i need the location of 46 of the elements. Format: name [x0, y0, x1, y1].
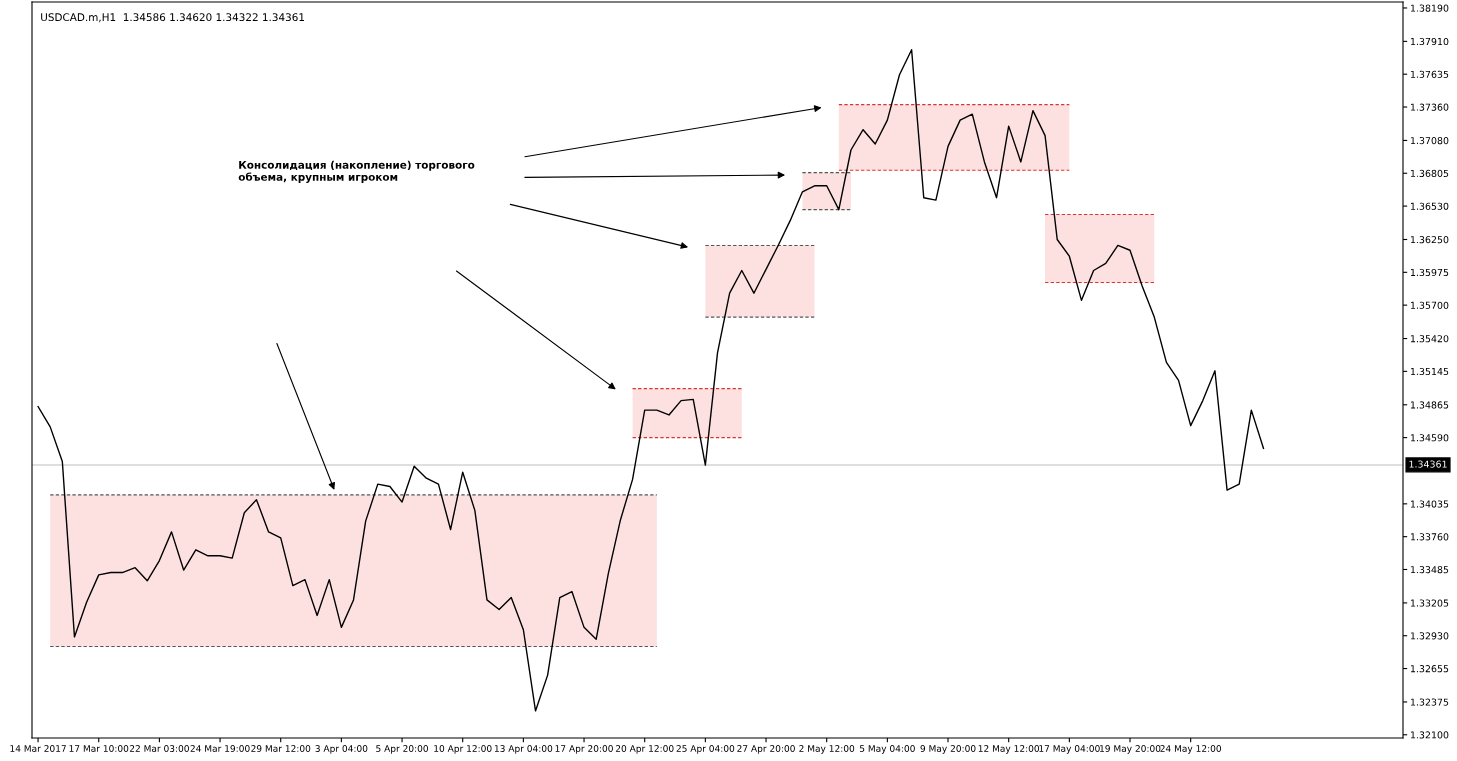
y-tick-label: 1.35420: [1410, 335, 1449, 343]
y-tick-label: 1.32100: [1410, 731, 1449, 739]
x-tick-label: 17 Mar 10:00: [69, 745, 129, 752]
x-tick-label: 17 May 04:00: [1039, 745, 1100, 754]
y-tick-label: 1.33205: [1410, 599, 1449, 607]
x-tick-label: 19 May 20:00: [1100, 745, 1161, 754]
x-tick-label: 24 May 12:00: [1160, 745, 1222, 754]
x-tick-label: 14 Mar 2017: [10, 745, 66, 752]
y-tick-label: 1.33485: [1410, 566, 1449, 574]
x-tick-label: 25 Apr 04:00: [676, 745, 735, 754]
y-tick-label: 1.32655: [1410, 665, 1449, 673]
y-tick-label: 1.33760: [1410, 533, 1449, 541]
text: USDCAD.m,H1 1.34586 1.34620 1.34322 1.34361: [41, 13, 305, 23]
ref-line-label: 1.34361: [1409, 460, 1447, 468]
x-tick-label: 5 May 04:00: [859, 745, 915, 754]
x-tick-label: 24 Mar 19:00: [190, 745, 250, 752]
x-tick-label: 9 May 20:00: [920, 745, 976, 754]
y-tick-label: 1.37635: [1410, 70, 1449, 78]
x-tick-label: 29 Mar 12:00: [251, 745, 311, 752]
y-tick-label: 1.37360: [1410, 103, 1449, 111]
x-tick-label: 17 Apr 20:00: [555, 745, 613, 754]
y-tick-label: 1.35700: [1410, 301, 1449, 309]
x-tick-label: 27 Apr 20:00: [737, 745, 795, 754]
x-tick-label: 10 Apr 12:00: [434, 745, 492, 754]
y-tick-label: 1.32930: [1410, 632, 1449, 640]
x-tick-label: 3 Apr 04:00: [315, 745, 368, 754]
y-tick-label: 1.37080: [1410, 137, 1449, 145]
x-tick-label: 2 May 12:00: [799, 745, 855, 754]
line-series: [37, 49, 1265, 712]
y-tick-label: 1.36250: [1410, 236, 1449, 244]
x-tick-label: 12 May 12:00: [978, 745, 1040, 754]
y-tick-label: 1.35975: [1410, 268, 1449, 277]
y-tick-label: 1.34590: [1410, 434, 1449, 442]
y-tick-label: 1.36530: [1410, 202, 1449, 210]
y-tick-label: 1.32375: [1410, 698, 1449, 706]
y-tick-label: 1.34865: [1410, 401, 1449, 409]
x-tick-label: 5 Apr 20:00: [376, 745, 429, 754]
y-tick-label: 1.38190: [1410, 4, 1449, 12]
x-tick-label: 13 Apr 04:00: [494, 745, 553, 754]
x-tick-label: 22 Mar 03:00: [129, 745, 189, 752]
y-tick-label: 1.37910: [1410, 37, 1449, 46]
y-tick-label: 1.36805: [1410, 169, 1449, 177]
x-tick-label: 20 Apr 12:00: [615, 745, 674, 754]
annotation: Консолидация (накопление) торгового объема, крупным игроком: [238, 160, 475, 183]
y-tick-label: 1.34035: [1410, 500, 1449, 508]
y-tick-label: 1.35145: [1410, 367, 1449, 376]
